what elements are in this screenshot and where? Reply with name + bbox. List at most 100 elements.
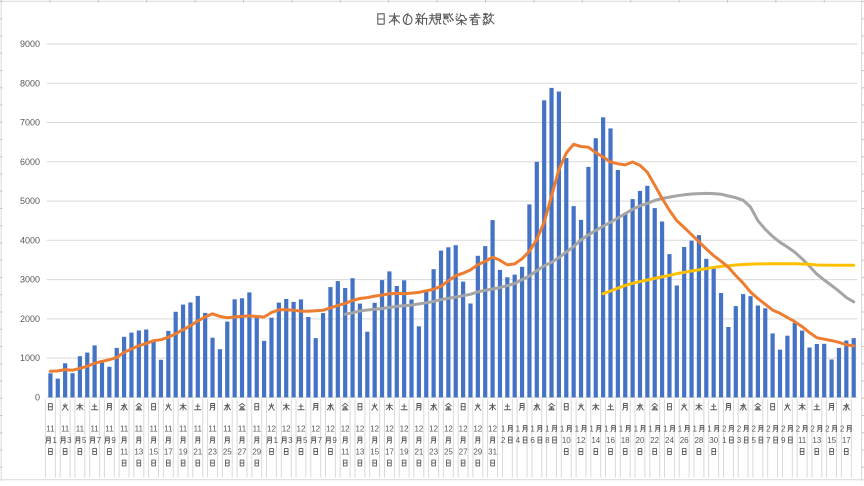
svg-text:5: 5 <box>303 436 308 445</box>
svg-text:2: 2 <box>737 425 742 434</box>
svg-text:14: 14 <box>591 436 600 445</box>
svg-text:29: 29 <box>252 448 261 457</box>
svg-text:24: 24 <box>665 436 674 445</box>
svg-text:11: 11 <box>223 425 232 434</box>
svg-text:3: 3 <box>67 436 72 445</box>
svg-text:3000: 3000 <box>20 275 40 285</box>
svg-text:12: 12 <box>385 425 394 434</box>
svg-text:12: 12 <box>577 436 586 445</box>
svg-text:1: 1 <box>722 436 727 445</box>
svg-text:13: 13 <box>134 448 143 457</box>
svg-text:31: 31 <box>488 448 497 457</box>
svg-text:7000: 7000 <box>20 118 40 128</box>
svg-text:13: 13 <box>355 448 364 457</box>
svg-text:8000: 8000 <box>20 78 40 88</box>
svg-text:2: 2 <box>766 425 771 434</box>
svg-text:9: 9 <box>111 436 116 445</box>
svg-text:15: 15 <box>149 448 158 457</box>
svg-text:11: 11 <box>61 425 70 434</box>
svg-text:4000: 4000 <box>20 235 40 245</box>
svg-text:2: 2 <box>796 425 801 434</box>
svg-text:7: 7 <box>318 436 323 445</box>
svg-text:7: 7 <box>766 436 771 445</box>
svg-text:12: 12 <box>311 425 320 434</box>
svg-text:25: 25 <box>223 448 232 457</box>
svg-text:1: 1 <box>619 425 624 434</box>
svg-text:27: 27 <box>459 448 468 457</box>
svg-text:19: 19 <box>179 448 188 457</box>
svg-text:11: 11 <box>149 425 158 434</box>
svg-text:2000: 2000 <box>20 314 40 324</box>
svg-text:12: 12 <box>488 425 497 434</box>
svg-text:12: 12 <box>297 425 306 434</box>
svg-text:13: 13 <box>812 436 821 445</box>
svg-text:12: 12 <box>326 425 335 434</box>
svg-text:1: 1 <box>273 436 278 445</box>
svg-text:1: 1 <box>545 425 550 434</box>
svg-text:1: 1 <box>501 425 506 434</box>
svg-text:12: 12 <box>282 425 291 434</box>
svg-text:1: 1 <box>692 425 697 434</box>
svg-text:1: 1 <box>678 425 683 434</box>
svg-text:26: 26 <box>680 436 689 445</box>
svg-text:11: 11 <box>120 448 129 457</box>
svg-text:3: 3 <box>288 436 293 445</box>
svg-text:5000: 5000 <box>20 196 40 206</box>
svg-text:1: 1 <box>634 425 639 434</box>
svg-text:1: 1 <box>560 425 565 434</box>
svg-text:11: 11 <box>105 425 114 434</box>
svg-text:11: 11 <box>798 436 807 445</box>
svg-text:15: 15 <box>370 448 379 457</box>
svg-text:1: 1 <box>575 425 580 434</box>
svg-text:29: 29 <box>473 448 482 457</box>
svg-text:21: 21 <box>414 448 423 457</box>
svg-text:11: 11 <box>90 425 99 434</box>
svg-text:19: 19 <box>400 448 409 457</box>
svg-text:2: 2 <box>810 425 815 434</box>
svg-text:0: 0 <box>35 392 40 402</box>
svg-text:12: 12 <box>429 425 438 434</box>
svg-text:17: 17 <box>842 436 851 445</box>
svg-text:25: 25 <box>444 448 453 457</box>
svg-text:11: 11 <box>253 425 262 434</box>
svg-text:1: 1 <box>530 425 535 434</box>
svg-text:12: 12 <box>341 425 350 434</box>
svg-text:15: 15 <box>827 436 836 445</box>
svg-text:17: 17 <box>385 448 394 457</box>
svg-text:11: 11 <box>194 425 203 434</box>
svg-text:30: 30 <box>709 436 718 445</box>
svg-text:6: 6 <box>530 436 535 445</box>
svg-text:20: 20 <box>636 436 645 445</box>
svg-text:1: 1 <box>663 425 668 434</box>
svg-text:11: 11 <box>164 425 173 434</box>
svg-text:1000: 1000 <box>20 353 40 363</box>
svg-text:1: 1 <box>52 436 57 445</box>
svg-text:9000: 9000 <box>20 39 40 49</box>
svg-text:5: 5 <box>82 436 87 445</box>
svg-text:12: 12 <box>400 425 409 434</box>
svg-text:18: 18 <box>621 436 630 445</box>
svg-text:2: 2 <box>840 425 845 434</box>
svg-text:2: 2 <box>781 425 786 434</box>
svg-text:1: 1 <box>589 425 594 434</box>
svg-text:23: 23 <box>429 448 438 457</box>
svg-text:12: 12 <box>355 425 364 434</box>
svg-text:11: 11 <box>341 448 350 457</box>
svg-text:3: 3 <box>737 436 742 445</box>
svg-text:11: 11 <box>46 425 55 434</box>
svg-text:9: 9 <box>781 436 786 445</box>
svg-text:2: 2 <box>825 425 830 434</box>
svg-text:12: 12 <box>370 425 379 434</box>
svg-text:4: 4 <box>516 436 521 445</box>
svg-text:11: 11 <box>120 425 129 434</box>
svg-text:23: 23 <box>208 448 217 457</box>
svg-text:22: 22 <box>650 436 659 445</box>
svg-text:9: 9 <box>332 436 337 445</box>
svg-text:11: 11 <box>238 425 247 434</box>
svg-text:1: 1 <box>516 425 521 434</box>
svg-text:1: 1 <box>604 425 609 434</box>
svg-text:16: 16 <box>606 436 615 445</box>
svg-text:11: 11 <box>135 425 144 434</box>
svg-text:6000: 6000 <box>20 157 40 167</box>
svg-text:12: 12 <box>459 425 468 434</box>
